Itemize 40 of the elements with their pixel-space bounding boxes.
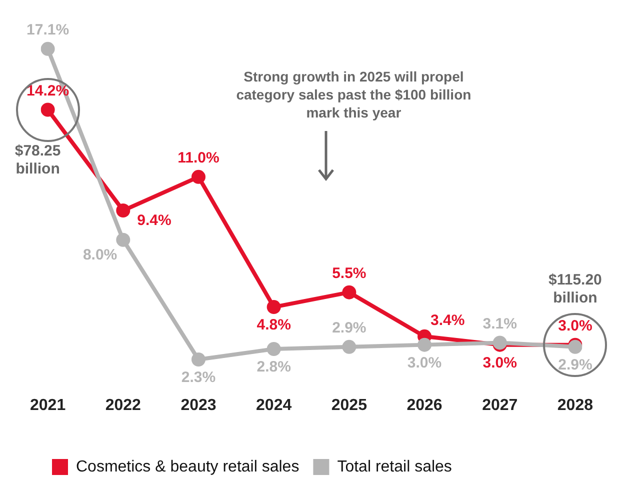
x-tick-label: 2027	[482, 396, 518, 414]
data-label: 2.9%	[332, 320, 366, 337]
x-tick-label: 2023	[180, 396, 216, 414]
data-label: 3.1%	[482, 315, 517, 332]
point	[418, 338, 432, 352]
point	[266, 342, 281, 356]
data-label: 3.0%	[407, 354, 442, 372]
data-label: 3.4%	[430, 312, 465, 330]
annotation: Strong growth in 2025 will propel category sales past the $100 billion mark this year	[236, 68, 472, 121]
data-label: 9.4%	[137, 212, 172, 230]
x-tick-label: 2021	[30, 396, 66, 414]
point	[40, 42, 55, 56]
point	[116, 232, 130, 247]
point	[191, 352, 206, 367]
x-tick-label: 2024	[256, 396, 292, 414]
data-label: 5.5%	[332, 264, 366, 282]
data-label: 3.0%	[482, 354, 517, 372]
point	[191, 170, 206, 184]
data-label: 17.1%	[26, 22, 70, 39]
data-label: 11.0%	[178, 150, 220, 167]
data-label: 2.9%	[558, 356, 592, 374]
annotation: $78.25 billion	[14, 142, 61, 178]
point	[342, 340, 356, 354]
data-label: 2.8%	[256, 358, 291, 376]
legend-label: Cosmetics & beauty retail sales	[76, 458, 300, 476]
data-label: 3.0%	[558, 317, 592, 334]
data-label: 8.0%	[82, 246, 118, 264]
x-tick-label: 2026	[406, 396, 442, 414]
data-label: 14.2%	[26, 82, 70, 100]
x-tick-label: 2025	[331, 396, 368, 414]
legend-label: Total retail sales	[337, 458, 452, 476]
point	[266, 300, 281, 314]
data-label: 2.3%	[181, 369, 216, 386]
point	[116, 203, 130, 218]
point	[40, 102, 55, 117]
annotation: $115.20 billion	[548, 271, 602, 306]
data-label: 4.8%	[256, 316, 291, 334]
x-tick-label: 2022	[105, 396, 142, 414]
x-tick-label: 2028	[557, 396, 594, 414]
point	[342, 285, 356, 300]
